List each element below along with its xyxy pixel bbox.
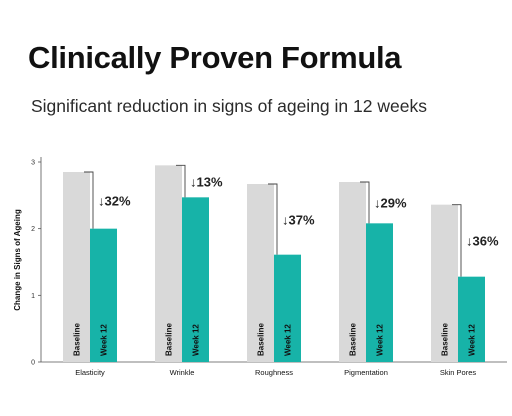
week12-bar bbox=[90, 228, 117, 362]
baseline-bar bbox=[155, 165, 182, 362]
week12-bar-label: Week 12 bbox=[376, 324, 385, 356]
page-subtitle: Significant reduction in signs of ageing… bbox=[31, 96, 427, 116]
week12-bar bbox=[366, 223, 393, 362]
week12-bar-label: Week 12 bbox=[284, 324, 293, 356]
change-percent-label: ↓13% bbox=[190, 174, 223, 189]
week12-bar bbox=[274, 254, 301, 362]
change-percent-label: ↓32% bbox=[98, 193, 131, 208]
baseline-bar bbox=[63, 172, 90, 362]
baseline-bar-label: Baseline bbox=[349, 323, 358, 356]
change-bracket bbox=[268, 183, 278, 255]
category-label: Roughness bbox=[255, 368, 293, 377]
y-tick-label: 1 bbox=[31, 293, 35, 300]
change-bracket bbox=[452, 204, 462, 277]
baseline-bar bbox=[431, 204, 458, 362]
y-axis-title: Change in Signs of Ageing bbox=[13, 209, 22, 311]
page-title: Clinically Proven Formula bbox=[28, 40, 402, 75]
week12-bar bbox=[182, 197, 209, 362]
change-percent-label: ↓36% bbox=[466, 234, 499, 249]
category-label: Wrinkle bbox=[170, 368, 195, 377]
baseline-bar-label: Baseline bbox=[73, 323, 82, 356]
week12-bar bbox=[458, 276, 485, 362]
baseline-bar-label: Baseline bbox=[441, 323, 450, 356]
baseline-bar-label: Baseline bbox=[257, 323, 266, 356]
category-label: Skin Pores bbox=[440, 368, 477, 377]
y-tick-label: 2 bbox=[31, 226, 35, 233]
baseline-bar-label: Baseline bbox=[165, 323, 174, 356]
category-label: Pigmentation bbox=[344, 368, 388, 377]
change-bracket bbox=[360, 181, 370, 224]
week12-bar-label: Week 12 bbox=[100, 324, 109, 356]
y-tick-label: 3 bbox=[31, 160, 35, 167]
baseline-bar bbox=[339, 182, 366, 362]
week12-bar-label: Week 12 bbox=[468, 324, 477, 356]
change-bracket bbox=[84, 171, 94, 229]
change-bracket bbox=[176, 164, 186, 198]
week12-bar-label: Week 12 bbox=[192, 324, 201, 356]
change-percent-label: ↓29% bbox=[374, 196, 407, 211]
change-percent-label: ↓37% bbox=[282, 212, 315, 227]
baseline-bar bbox=[247, 184, 274, 362]
y-tick-label: 0 bbox=[31, 360, 35, 367]
category-label: Elasticity bbox=[75, 368, 105, 377]
